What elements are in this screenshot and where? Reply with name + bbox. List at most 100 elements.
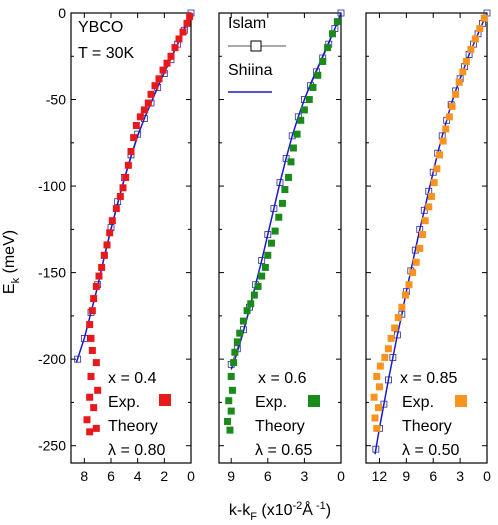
panel-1-exp-label: Exp. (108, 394, 140, 411)
plot-layer: 0 -50 -100 -150 -200 -250 8 6 4 2 0 9 6 3 0 12 9 6 3 0 (38, 5, 491, 484)
panel-1-xtick-label: 6 (107, 468, 115, 484)
panel-2-exp-point (224, 417, 232, 425)
panel-1-exp-point (88, 307, 96, 315)
panel-1-exp-point (163, 59, 171, 67)
panel-3-exp-point (391, 324, 399, 332)
panel-2-exp-point (254, 282, 262, 290)
panel-1-exp-point (92, 282, 100, 290)
panel-2-exp-swatch (308, 395, 320, 407)
panel-1-exp-point (98, 263, 106, 271)
panel-2-xtick-label: 0 (337, 468, 345, 484)
panel-1-exp-point (140, 106, 148, 114)
panel-2-exp-point (227, 372, 235, 380)
panel-3-exp-point (430, 179, 438, 187)
panel-1-exp-point (100, 251, 108, 259)
panel-1-exp-point (186, 12, 194, 20)
panel-3-exp-point (480, 14, 488, 22)
panel-2-exp-point (333, 18, 341, 26)
panel-1-exp-point (92, 359, 100, 367)
panel-2-exp-point (309, 83, 317, 91)
legend-islam-label: Islam (228, 15, 266, 32)
panel-3-exp-point (467, 45, 475, 53)
panel-2-exp-point (258, 272, 266, 280)
panel-1-exp-point (171, 44, 179, 52)
panel-2-exp-point (261, 263, 269, 271)
legend-islam-marker (250, 40, 262, 52)
panel-2-exp-point (239, 317, 247, 325)
panel-3-exp-point (433, 165, 441, 173)
panel-1-exp-point (179, 28, 187, 36)
panel-3-exp-swatch (455, 395, 467, 407)
panel-1-exp-point (86, 428, 94, 436)
panel-3-exp-point (445, 113, 453, 121)
panel-3-exp-point (401, 291, 409, 299)
panel-2-exp-point (281, 186, 289, 194)
panel-3-exp-point (409, 269, 417, 277)
panel-2-exp-point (236, 329, 244, 337)
panel-1-exp-point (95, 272, 103, 280)
panel-2-xtick-label: 9 (227, 468, 235, 484)
panel-1-exp-point (183, 19, 191, 27)
panel-3-exp-label: Exp. (402, 394, 434, 411)
panel-1-material: YBCO (78, 19, 123, 36)
panel-1-doping: x = 0.4 (108, 370, 157, 387)
panel-2-exp-point (225, 397, 233, 405)
panel-3-exp-point (476, 25, 484, 33)
panel-1-exp-point (119, 184, 127, 192)
panel-3-xtick-label: 12 (372, 468, 388, 484)
panel-1-exp-point (122, 173, 130, 181)
panel-1-temperature: T = 30K (78, 45, 135, 62)
panel-3-exp-point (418, 231, 426, 239)
panel-3-exp-point (376, 362, 384, 370)
panel-3-shiina-line (374, 12, 488, 455)
panel-1-lambda: λ = 0.80 (108, 442, 165, 459)
panel-2-exp-point (293, 130, 301, 138)
panel-2-exp-point (300, 106, 308, 114)
y-tick-label: -200 (38, 351, 66, 367)
legend-shiina-label: Shiina (228, 62, 273, 79)
panel-1-exp-point (94, 386, 102, 394)
panel-1-exp-point (147, 90, 155, 98)
panel-1-exp-swatch (159, 394, 171, 406)
y-axis-title: Ek (meV) (1, 230, 22, 294)
panel-3-exp-point (425, 203, 433, 211)
panel-3-exp-point (416, 244, 424, 252)
panel-2-xtick-label: 6 (264, 468, 272, 484)
panel-2-exp-point (230, 359, 238, 367)
panel-1-exp-point (124, 161, 132, 169)
panel-1-exp-point (90, 404, 98, 412)
panel-3-exp-point (375, 383, 383, 391)
panel-2-exp-point (227, 407, 235, 415)
panel-3-exp-point (394, 314, 402, 322)
panel-1-exp-point (87, 334, 95, 342)
panel-3-exp-point (455, 78, 463, 86)
x-axis-title: k-kF (x10-2Å -1) (229, 500, 331, 523)
panel-2-frame (218, 12, 342, 464)
panel-3-exp-point (427, 192, 435, 200)
y-tick-label: 0 (58, 5, 66, 21)
panel-3-xtick-label: 6 (429, 468, 437, 484)
panel-1-exp-point (155, 75, 163, 83)
panel-1-exp-point (103, 241, 111, 249)
panel-3-exp-point (435, 151, 443, 159)
panel-3-exp-point (448, 102, 456, 110)
panel-3-exp-point (452, 90, 460, 98)
panel-1-exp-point (86, 393, 94, 401)
panel-2-exp-point (250, 291, 258, 299)
panel-1-xtick-label: 8 (80, 468, 88, 484)
panel-2-xtick-label: 3 (301, 468, 309, 484)
panel-1-exp-point (90, 295, 98, 303)
panel-2-islam-marker (337, 9, 345, 17)
panel-2-exp-point (231, 348, 239, 356)
panel-2-doping: x = 0.6 (258, 370, 307, 387)
panel-3-exp-point (384, 345, 392, 353)
panel-3-xtick-label: 0 (483, 468, 491, 484)
panel-3-exp-point (459, 68, 467, 76)
panel-2-exp-point (271, 227, 279, 235)
panel-2-exp-point (328, 30, 336, 38)
panel-3-exp-point (439, 137, 447, 145)
panel-2-exp-point (275, 213, 283, 221)
panel-3-lambda: λ = 0.50 (402, 442, 459, 459)
panel-3-exp-point (370, 393, 378, 401)
